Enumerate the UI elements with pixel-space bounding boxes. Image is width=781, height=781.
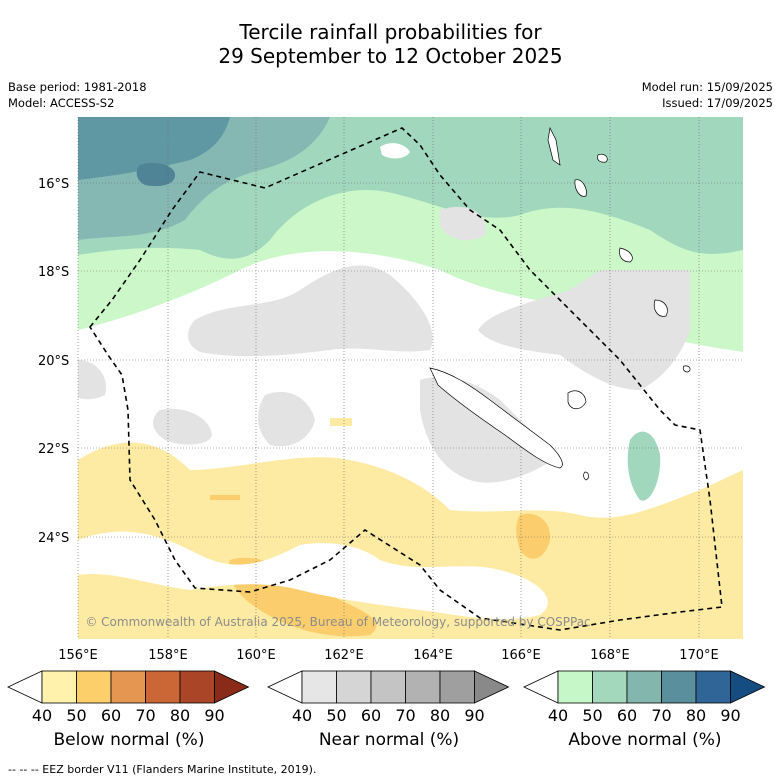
colorbar-tick: 50 <box>582 706 602 725</box>
model-run-text: Model run: 15/09/2025 <box>641 80 773 94</box>
colorbar-tick: 40 <box>548 706 568 725</box>
colorbar-segment <box>405 670 441 704</box>
colorbar-segment <box>145 670 181 704</box>
colorbar-tick: 80 <box>430 706 450 725</box>
eez-border <box>89 127 723 631</box>
lat-tick: 20°S <box>38 354 69 369</box>
colorbar-segment <box>661 670 697 704</box>
colorbar-segment <box>626 670 662 704</box>
colorbar-tick: 50 <box>66 706 86 725</box>
colorbar-tick: 90 <box>464 706 484 725</box>
lat-tick: 22°S <box>38 442 69 457</box>
colorbar-segment <box>41 670 77 704</box>
colorbar-tick: 40 <box>32 706 52 725</box>
lon-tick: 158°E <box>148 648 188 663</box>
colorbar-tick: 80 <box>686 706 706 725</box>
colorbar-segment <box>301 670 337 704</box>
lon-tick: 168°E <box>590 648 630 663</box>
axis-labels: 16°S 18°S 20°S 22°S 24°S 156°E 158°E 160… <box>38 177 719 663</box>
colorbar-tick: 60 <box>617 706 637 725</box>
colorbar-tick: 80 <box>170 706 190 725</box>
copyright-text: © Commonwealth of Australia 2025, Bureau… <box>85 615 590 629</box>
colorbar-tick: 50 <box>326 706 346 725</box>
colorbar-tick: 70 <box>135 706 155 725</box>
colorbar-segment <box>695 670 731 704</box>
colorbar-tick: 90 <box>720 706 740 725</box>
colorbar-segment <box>76 670 112 704</box>
lon-tick: 160°E <box>236 648 276 663</box>
colorbar-segment <box>474 670 510 704</box>
lon-tick: 170°E <box>679 648 719 663</box>
lat-tick: 24°S <box>38 531 69 546</box>
colorbar-tick: 90 <box>204 706 224 725</box>
colorbar-segment <box>370 670 406 704</box>
lon-tick: 166°E <box>501 648 541 663</box>
colorbars: 40 50 60 70 80 90 40 50 60 70 80 90 40 50 60 70 80 90 <box>7 670 766 725</box>
colorbar-tick: 70 <box>651 706 671 725</box>
colorbar-extend-low <box>523 670 559 704</box>
eez-footnote: -- -- -- EEZ border V11 (Flanders Marine… <box>8 763 317 776</box>
colorbar-tick: 60 <box>101 706 121 725</box>
coastlines <box>429 126 691 481</box>
colorbar-segment <box>592 670 628 704</box>
lon-tick: 162°E <box>324 648 364 663</box>
colorbar-segment <box>439 670 475 704</box>
near-normal-label: Near normal (%) <box>318 730 460 750</box>
colorbar-tick: 70 <box>395 706 415 725</box>
base-period-text: Base period: 1981-2018 <box>8 80 147 94</box>
lat-tick: 18°S <box>38 265 69 280</box>
colorbar-segment <box>179 670 215 704</box>
colorbar-segment <box>336 670 372 704</box>
lon-tick: 164°E <box>413 648 453 663</box>
colorbar-segment <box>730 670 766 704</box>
issued-text: Issued: 17/09/2025 <box>662 96 773 110</box>
colorbar-extend-low <box>267 670 303 704</box>
probability-fields <box>78 117 743 639</box>
above-normal-label: Above normal (%) <box>568 730 722 750</box>
map-title-line1: Tercile rainfall probabilities for <box>239 20 542 44</box>
colorbar-tick: 60 <box>361 706 381 725</box>
map-title-line2: 29 September to 12 October 2025 <box>218 44 563 68</box>
graticule <box>77 117 743 639</box>
colorbar-segment <box>110 670 146 704</box>
colorbar-segment <box>214 670 250 704</box>
colorbar-tick: 40 <box>292 706 312 725</box>
below-normal-label: Below normal (%) <box>53 730 205 750</box>
model-text: Model: ACCESS-S2 <box>8 96 115 110</box>
lat-tick: 16°S <box>38 177 69 192</box>
lon-tick: 156°E <box>58 648 98 663</box>
colorbar-segment <box>557 670 593 704</box>
colorbar-extend-low <box>7 670 43 704</box>
